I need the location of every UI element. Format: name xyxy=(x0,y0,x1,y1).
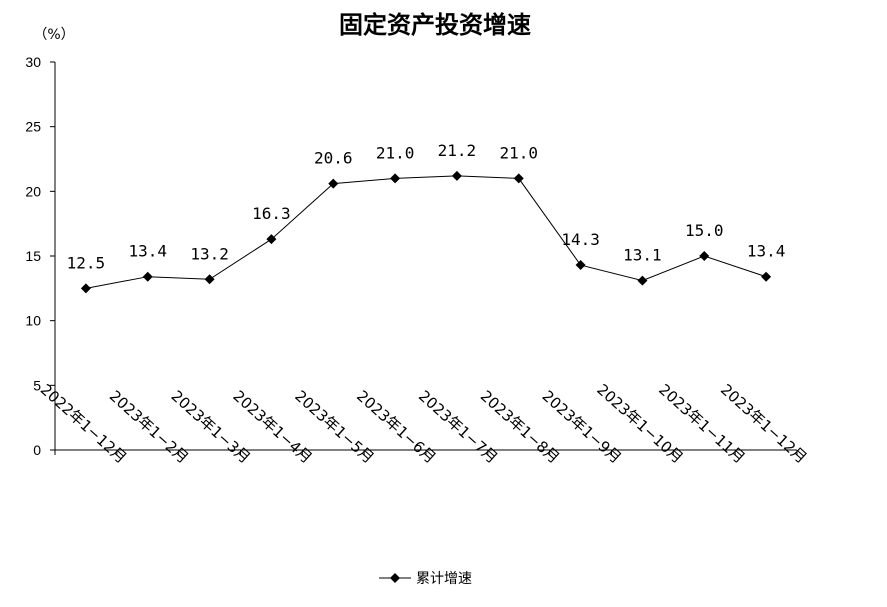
y-tick-label: 15 xyxy=(25,248,41,264)
data-label: 13.1 xyxy=(623,246,662,265)
x-axis-ticks: 2022年1−12月2023年1−2月2023年1−3月2023年1−4月202… xyxy=(37,380,810,467)
legend-marker xyxy=(390,573,400,583)
series-line xyxy=(85,175,767,289)
data-label: 21.2 xyxy=(438,141,477,160)
legend: 累计增速 xyxy=(379,571,472,587)
data-label: 15.0 xyxy=(685,221,724,240)
data-label: 21.0 xyxy=(499,143,538,162)
y-tick-label: 30 xyxy=(25,54,41,70)
legend-label: 累计增速 xyxy=(416,571,472,587)
data-label: 21.0 xyxy=(376,143,415,162)
data-point xyxy=(204,274,215,285)
data-label: 20.6 xyxy=(314,149,353,168)
data-label: 13.4 xyxy=(128,242,167,261)
data-point xyxy=(80,283,91,294)
y-tick-label: 10 xyxy=(25,313,41,329)
y-tick-label: 5 xyxy=(33,377,41,393)
data-point xyxy=(513,173,524,184)
data-point xyxy=(761,271,772,282)
data-point xyxy=(142,271,153,282)
data-point xyxy=(699,251,710,261)
data-point xyxy=(637,275,648,286)
series-group: 12.5 13.4 13.2 16.3 20.6 21.0 21.2 21.0 14.3 13.1… xyxy=(67,141,786,294)
data-point xyxy=(451,170,462,181)
data-label: 13.4 xyxy=(747,242,786,261)
y-axis-unit: （%） xyxy=(33,27,74,43)
data-point xyxy=(575,260,586,271)
data-label: 14.3 xyxy=(561,230,600,249)
data-point xyxy=(266,234,277,245)
y-tick-label: 0 xyxy=(33,442,41,458)
data-label: 13.2 xyxy=(190,244,229,263)
data-point xyxy=(390,173,401,184)
data-label: 16.3 xyxy=(252,204,291,223)
y-axis-ticks: 0 5 10 15 20 25 30 xyxy=(25,54,55,458)
y-tick-label: 25 xyxy=(25,119,41,135)
data-label: 12.5 xyxy=(67,253,106,272)
data-point xyxy=(328,178,339,189)
y-tick-label: 20 xyxy=(25,183,41,199)
chart-title: 固定资产投资增速 xyxy=(339,10,531,39)
